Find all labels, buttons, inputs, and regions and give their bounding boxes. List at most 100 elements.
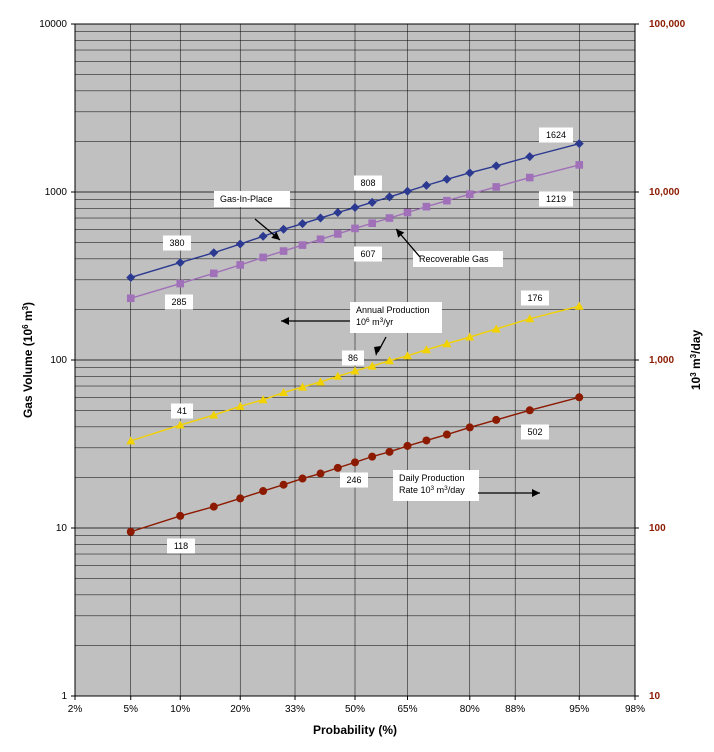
annotation-text: Annual Production xyxy=(356,305,430,315)
data-label-box xyxy=(342,350,364,366)
data-label-text: 176 xyxy=(527,293,542,303)
data-label: 118 xyxy=(167,538,195,554)
data-point xyxy=(421,345,431,354)
data-labels: 380 808 1624 285 607 1219 41 86 176 118 246 502 xyxy=(163,127,573,554)
data-point xyxy=(575,161,584,169)
data-point xyxy=(351,224,359,233)
y-axis-title-right: 103 m3/day xyxy=(689,330,704,391)
data-point xyxy=(126,436,136,445)
data-point xyxy=(442,339,452,348)
data-point xyxy=(259,253,267,262)
data-label-text: 118 xyxy=(174,541,188,551)
x-tick-label: 88% xyxy=(505,704,525,715)
data-label-text: 380 xyxy=(169,238,184,248)
x-tick-label: 33% xyxy=(285,704,305,715)
y-axis-title-left: Gas Volume (106 m3) xyxy=(21,302,36,418)
data-point xyxy=(465,168,475,178)
annotation-daily-production: Daily Production Rate 103 m3/day xyxy=(393,470,540,501)
x-tick-label: 20% xyxy=(230,704,250,715)
data-label-box xyxy=(521,424,549,440)
annotations: Gas-In-Place Recoverable Gas Annual Produc… xyxy=(214,191,540,501)
data-point xyxy=(442,430,451,439)
data-point xyxy=(491,324,501,333)
x-tick-label: 50% xyxy=(345,704,365,715)
data-point xyxy=(298,382,308,391)
y-tick-left: 10000 xyxy=(39,19,67,30)
x-tick-label: 98% xyxy=(625,704,645,715)
data-point xyxy=(442,174,452,184)
annotation-text: Recoverable Gas xyxy=(419,254,489,264)
data-point xyxy=(465,332,475,341)
data-point xyxy=(298,474,307,483)
data-point xyxy=(209,502,218,511)
arrow-head xyxy=(532,489,540,497)
series-recoverable-gas xyxy=(126,161,584,303)
axis-ticks: 1 10 100 1000 10000 10 100 1,000 10,000 100,000 2%… xyxy=(39,19,685,715)
data-point xyxy=(333,463,342,472)
data-label-text: 246 xyxy=(346,475,361,485)
data-label: 176 xyxy=(521,290,549,306)
data-label-box xyxy=(354,246,382,262)
data-point xyxy=(236,494,245,503)
y-tick-right: 1,000 xyxy=(649,355,674,366)
data-point xyxy=(316,235,325,244)
data-point xyxy=(422,436,431,445)
data-label-box xyxy=(165,294,193,310)
data-label-text: 41 xyxy=(177,406,187,416)
data-point xyxy=(175,420,185,429)
data-point xyxy=(385,447,394,456)
data-point xyxy=(316,377,326,386)
data-point xyxy=(298,219,308,229)
data-point xyxy=(492,415,501,424)
series-annual-production xyxy=(126,301,584,445)
data-point xyxy=(209,410,219,419)
data-point xyxy=(403,441,412,450)
arrow-head xyxy=(271,231,280,240)
data-point xyxy=(279,480,288,489)
data-point xyxy=(368,452,377,461)
data-point xyxy=(367,197,377,207)
data-label: 1624 xyxy=(539,127,573,143)
data-label-box xyxy=(163,235,191,251)
data-label-box xyxy=(539,191,573,207)
data-label: 502 xyxy=(521,424,549,440)
data-label-text: 502 xyxy=(527,427,542,437)
data-point xyxy=(126,527,135,536)
arrow-head xyxy=(374,346,381,356)
data-point xyxy=(209,269,218,278)
y-tick-left: 1000 xyxy=(45,187,68,198)
series xyxy=(126,139,584,536)
data-point xyxy=(126,272,136,282)
data-point xyxy=(525,314,535,323)
data-point xyxy=(279,247,288,255)
data-point xyxy=(279,224,289,234)
annotation-box xyxy=(350,302,442,333)
annotation-recoverable-gas: Recoverable Gas xyxy=(395,228,503,267)
data-point xyxy=(492,183,501,191)
data-label-box xyxy=(167,538,195,554)
data-point xyxy=(368,219,376,228)
data-point xyxy=(333,208,343,218)
arrow-head xyxy=(281,317,289,325)
data-label-text: 808 xyxy=(360,178,375,188)
data-point xyxy=(402,186,412,196)
data-point xyxy=(525,406,534,415)
data-label: 607 xyxy=(354,246,382,262)
data-point xyxy=(235,401,245,410)
x-tick-label: 2% xyxy=(68,704,83,715)
data-point xyxy=(209,248,219,258)
data-point xyxy=(403,208,412,217)
data-label: 380 xyxy=(163,235,191,251)
data-point xyxy=(525,173,534,182)
arrow-head xyxy=(396,229,405,238)
annotation-text: Gas-In-Place xyxy=(220,194,273,204)
annotation-text: 106 m3/yr xyxy=(356,317,393,328)
annotation-box xyxy=(214,191,290,207)
x-tick-label: 10% xyxy=(170,704,190,715)
annual-production-arrow xyxy=(377,336,387,353)
data-label-box xyxy=(521,290,549,306)
data-point xyxy=(443,196,451,205)
data-point xyxy=(525,152,535,162)
data-point xyxy=(316,213,326,223)
